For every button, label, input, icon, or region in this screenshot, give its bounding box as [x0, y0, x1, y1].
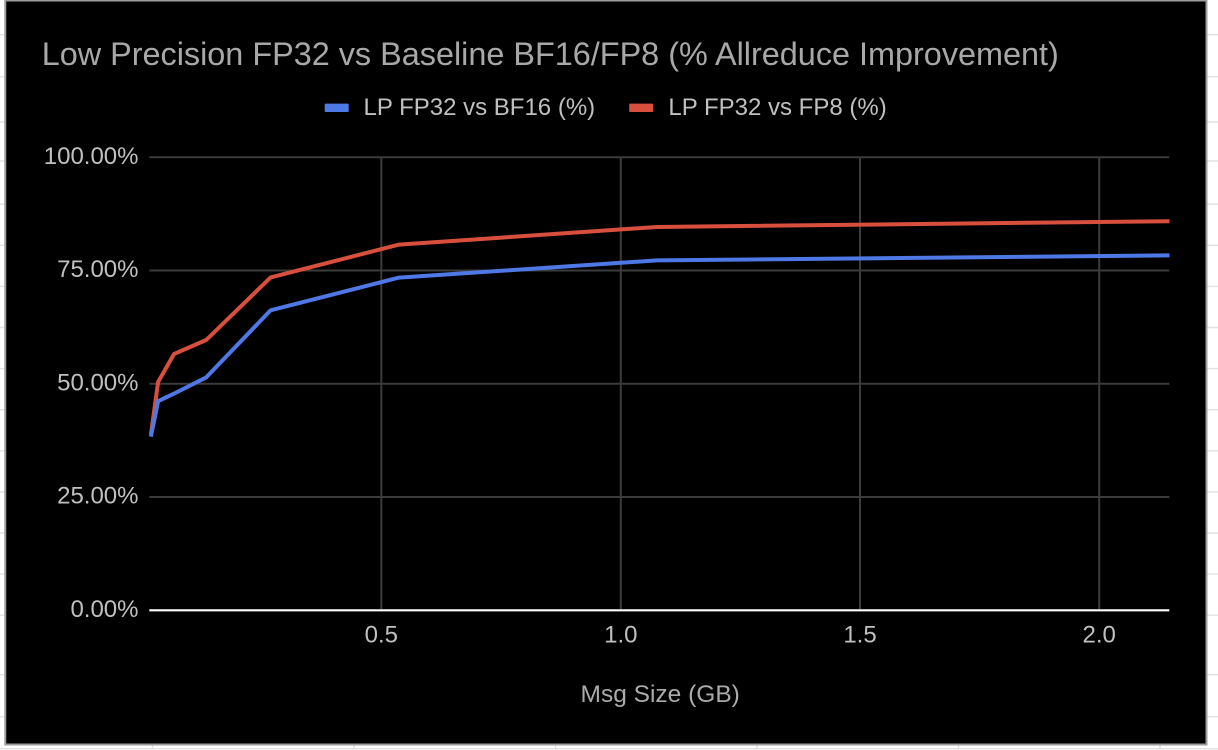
svg-text:Low Precision FP32 vs Baseline: Low Precision FP32 vs Baseline BF16/FP8 … — [42, 36, 1059, 72]
svg-text:50.00%: 50.00% — [57, 369, 138, 396]
svg-text:LP FP32 vs BF16 (%): LP FP32 vs BF16 (%) — [364, 94, 596, 121]
svg-text:0.00%: 0.00% — [70, 596, 138, 623]
svg-text:LP FP32 vs FP8 (%): LP FP32 vs FP8 (%) — [668, 94, 886, 121]
svg-text:100.00%: 100.00% — [44, 143, 139, 170]
svg-text:0.5: 0.5 — [365, 622, 398, 649]
svg-text:2.0: 2.0 — [1083, 622, 1116, 649]
svg-text:25.00%: 25.00% — [57, 483, 138, 510]
svg-text:1.5: 1.5 — [843, 622, 876, 649]
svg-text:1.0: 1.0 — [604, 622, 637, 649]
svg-text:Msg Size (GB): Msg Size (GB) — [581, 681, 740, 708]
svg-text:75.00%: 75.00% — [57, 256, 138, 283]
